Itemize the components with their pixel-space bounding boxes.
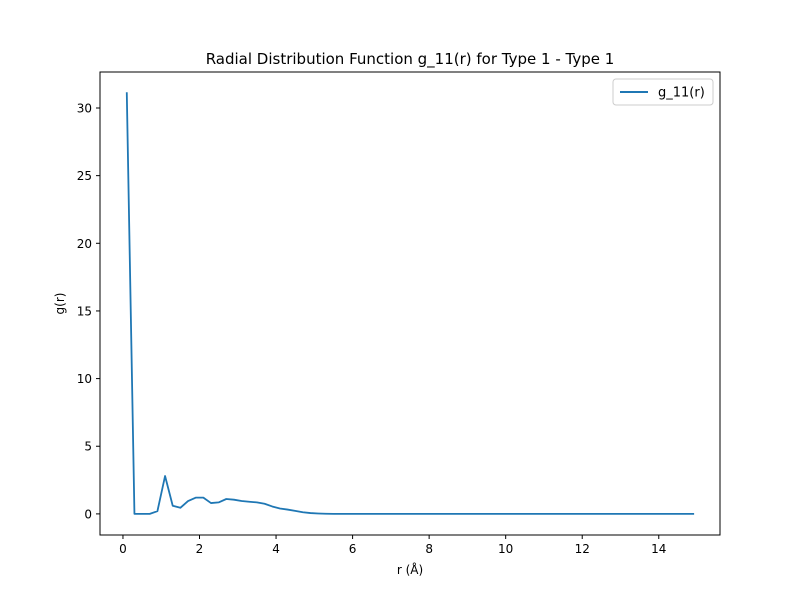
x-tick-label: 0 <box>119 542 127 556</box>
x-axis-ticks: 0 2 4 6 8 10 12 14 <box>119 535 666 556</box>
y-tick-label: 15 <box>77 304 92 318</box>
y-tick-label: 30 <box>77 101 92 115</box>
series-line <box>125 92 695 515</box>
chart-title: Radial Distribution Function g_11(r) for… <box>206 50 615 69</box>
x-axis-label: r (Å) <box>397 562 423 577</box>
x-tick-label: 10 <box>498 542 513 556</box>
legend-box <box>612 78 714 106</box>
y-tick-label: 20 <box>77 237 92 251</box>
x-tick-label: 12 <box>575 542 590 556</box>
axes-background <box>100 72 720 535</box>
y-axis-ticks: 0 5 10 15 20 25 30 <box>77 101 100 521</box>
series-layer <box>125 92 695 515</box>
plot-area <box>99 71 721 536</box>
x-tick-label: 4 <box>272 542 280 556</box>
y-tick-label: 5 <box>84 440 92 454</box>
x-tick-label: 2 <box>196 542 204 556</box>
x-tick-label: 6 <box>349 542 357 556</box>
y-tick-label: 0 <box>84 507 92 521</box>
y-tick-label: 10 <box>77 372 92 386</box>
x-tick-label: 14 <box>651 542 666 556</box>
legend-label: g_11(r) <box>658 86 705 101</box>
axes-frame <box>99 71 721 536</box>
legend: g_11(r) <box>612 78 714 106</box>
y-tick-label: 25 <box>77 169 92 183</box>
x-tick-label: 8 <box>425 542 433 556</box>
y-axis-label: g(r) <box>53 293 67 315</box>
